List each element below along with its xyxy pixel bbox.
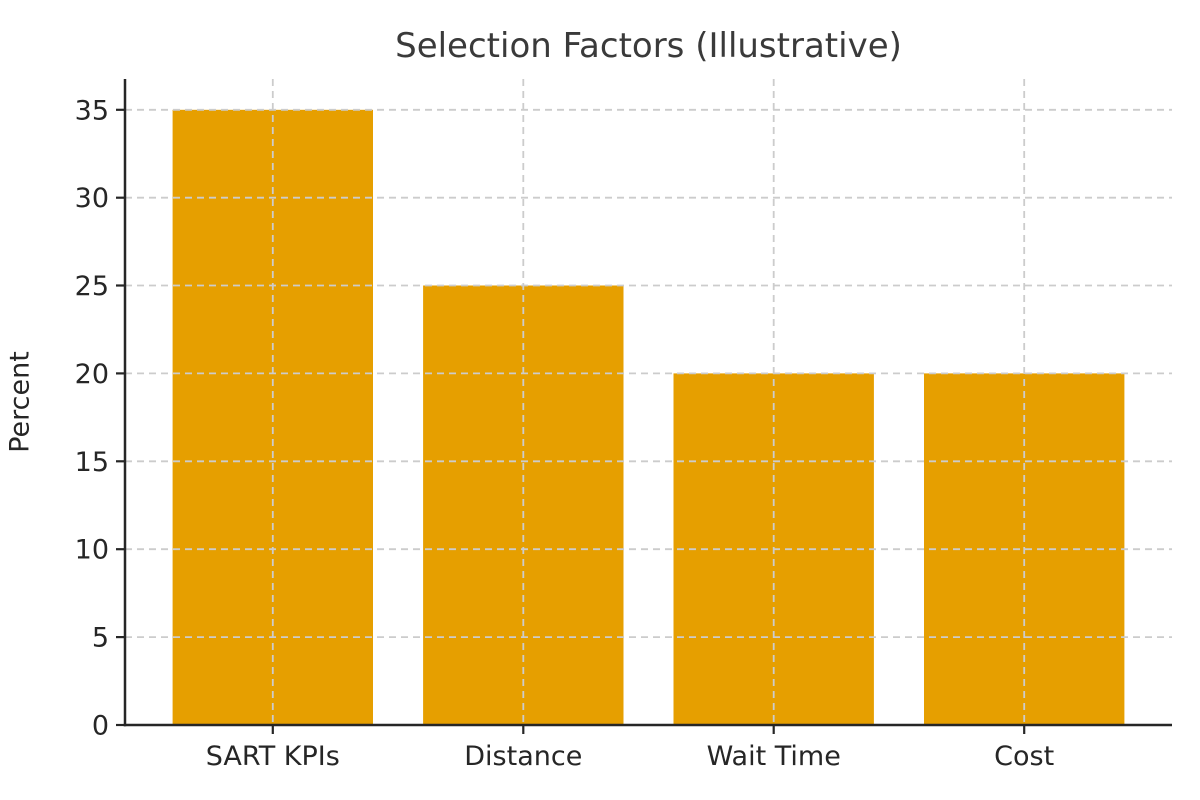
x-tick-label: Distance xyxy=(464,741,582,772)
y-tick-label: 0 xyxy=(92,711,109,742)
x-tick-label: Wait Time xyxy=(707,741,841,772)
grid-layer xyxy=(125,79,1172,725)
y-tick-label: 5 xyxy=(92,623,109,654)
x-tick-label: SART KPIs xyxy=(206,741,340,772)
y-tick-label: 35 xyxy=(75,95,109,126)
x-tick-label: Cost xyxy=(994,741,1054,772)
y-tick-label: 20 xyxy=(75,359,109,390)
bars-layer xyxy=(172,109,1125,726)
chart-title: Selection Factors (Illustrative) xyxy=(395,26,902,66)
y-tick-label: 25 xyxy=(75,271,109,302)
y-tick-label: 30 xyxy=(75,183,109,214)
y-tick-label: 15 xyxy=(75,447,109,478)
tick-labels-layer: 0 5 10 15 20 25 30 35 SART KPIs Distance Wait Time… xyxy=(75,95,1055,772)
axes-layer xyxy=(116,79,1172,734)
y-tick-label: 10 xyxy=(75,535,109,566)
